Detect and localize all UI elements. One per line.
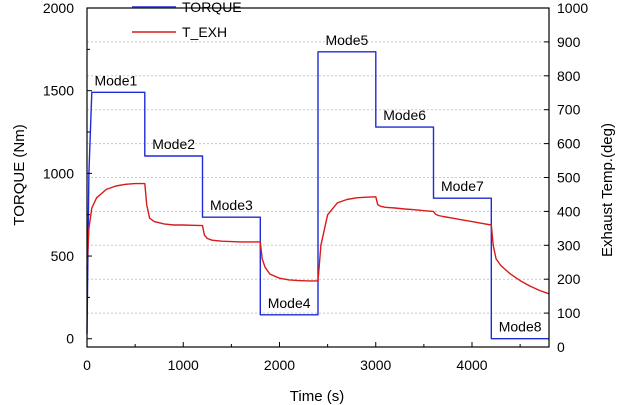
- annotation-mode4: Mode4: [268, 295, 311, 311]
- series-line-torque: [86, 51, 549, 340]
- labels-layer: Mode1 Mode2 Mode3 Mode4 Mode5 Mode6 Mode7 Mode8: [94, 32, 541, 335]
- y2-tick-label: 500: [557, 170, 581, 186]
- annotation-mode6: Mode6: [383, 107, 426, 123]
- annotation-mode8: Mode8: [499, 319, 542, 335]
- annotation-mode5: Mode5: [325, 32, 368, 48]
- legend-label-t-exh: T_EXH: [182, 24, 227, 40]
- series-layer: [86, 51, 550, 340]
- y-tick-label: 0: [66, 331, 74, 347]
- y-tick-label: 1000: [43, 165, 74, 181]
- y-tick-label: 2000: [43, 0, 74, 16]
- legend: TORQUE T_EXH: [132, 0, 242, 40]
- y2-tick-label: 200: [557, 271, 581, 287]
- y2-tick-label: 800: [557, 68, 581, 84]
- annotation-mode3: Mode3: [210, 197, 253, 213]
- y2-tick-label: 700: [557, 102, 581, 118]
- y2-tick-label: 900: [557, 34, 581, 50]
- x-axis-title: Time (s): [290, 388, 344, 405]
- series-line-t-exh: [86, 182, 550, 295]
- x-tick-label: 1000: [168, 357, 199, 373]
- x-tick-label: 4000: [456, 357, 487, 373]
- y2-tick-label: 0: [557, 339, 565, 355]
- y-tick-label: 1500: [43, 83, 74, 99]
- y2-axis-title: Exhaust Temp.(deg): [599, 123, 616, 257]
- y2-tick-label: 600: [557, 136, 581, 152]
- grid-layer: [87, 41, 549, 314]
- x-tick-label: 3000: [360, 357, 391, 373]
- y2-tick-label: 300: [557, 237, 581, 253]
- annotation-mode7: Mode7: [441, 178, 484, 194]
- annotation-mode2: Mode2: [152, 136, 195, 152]
- y2-tick-label: 1000: [557, 0, 588, 16]
- ticks-layer: 0 1000 2000 3000 4000 0 500 1000 1500 2000 0 100 200…: [43, 0, 589, 373]
- y-axis-title: TORQUE (Nm): [11, 124, 28, 225]
- y-tick-label: 500: [51, 248, 75, 264]
- legend-label-torque: TORQUE: [182, 0, 242, 15]
- annotation-mode1: Mode1: [94, 72, 137, 88]
- y2-tick-label: 400: [557, 203, 581, 219]
- x-tick-label: 0: [83, 357, 91, 373]
- x-tick-label: 2000: [264, 357, 295, 373]
- y2-tick-label: 100: [557, 305, 581, 321]
